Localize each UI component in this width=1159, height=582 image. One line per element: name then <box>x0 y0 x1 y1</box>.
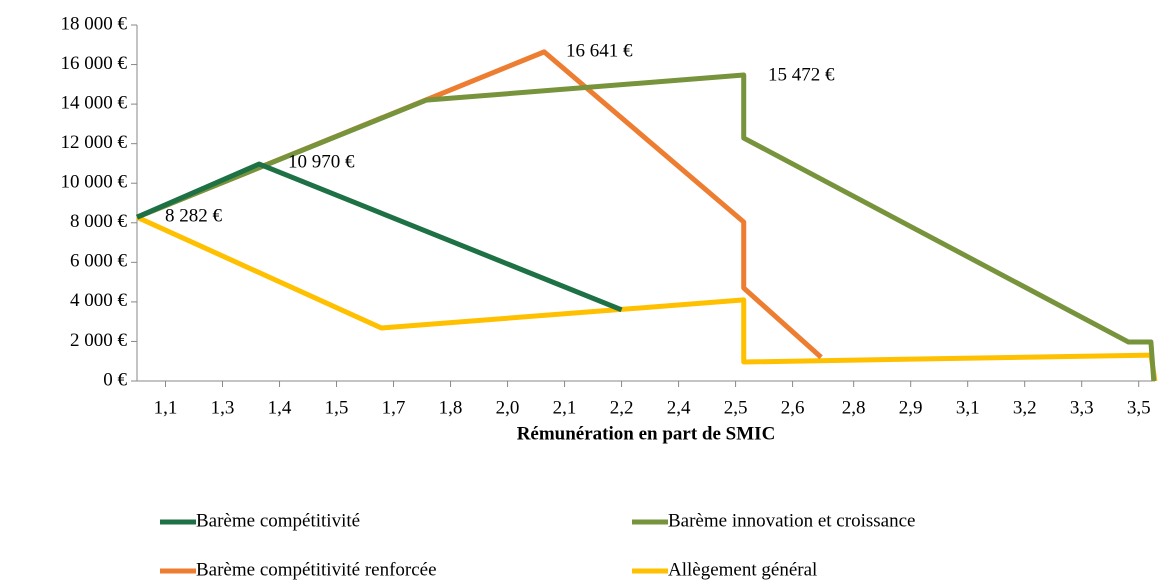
line-series <box>135 214 1158 382</box>
x-tick-label: 1,8 <box>439 397 463 418</box>
x-tick-label: 3,1 <box>956 397 980 418</box>
x-tick-label: 2,0 <box>496 397 520 418</box>
line-series <box>136 161 623 313</box>
legend-label: Barème compétitivité renforcée <box>196 559 437 580</box>
x-tick-label: 2,9 <box>899 397 923 418</box>
x-tick-label: 3,3 <box>1070 397 1094 418</box>
line-series <box>136 72 1157 382</box>
x-tick-label: 1,3 <box>211 397 235 418</box>
x-tick-label: 1,4 <box>268 397 292 418</box>
annotation: 16 641 € <box>566 40 633 61</box>
y-tick-label: 8 000 € <box>70 211 128 232</box>
y-tick-label: 0 € <box>103 369 127 390</box>
y-tick-label: 14 000 € <box>61 92 128 113</box>
x-tick-label: 2,4 <box>667 397 691 418</box>
x-tick-label: 1,5 <box>325 397 349 418</box>
y-tick-label: 2 000 € <box>70 330 128 351</box>
legend-label: Barème innovation et croissance <box>668 510 915 531</box>
x-axis-title: Rémunération en part de SMIC <box>517 423 776 444</box>
y-tick-label: 16 000 € <box>61 53 128 74</box>
y-tick-label: 4 000 € <box>70 290 128 311</box>
x-tick-label: 2,8 <box>842 397 866 418</box>
legend-label: Barème compétitivité <box>196 510 360 531</box>
annotation: 15 472 € <box>768 64 835 85</box>
y-tick-label: 12 000 € <box>61 132 128 153</box>
y-tick-label: 18 000 € <box>61 13 128 34</box>
x-tick-label: 2,2 <box>610 397 634 418</box>
x-tick-label: 2,6 <box>781 397 805 418</box>
x-tick-label: 1,1 <box>154 397 178 418</box>
x-tick-label: 2,5 <box>724 397 748 418</box>
x-tick-label: 1,7 <box>382 397 406 418</box>
annotation: 8 282 € <box>165 205 223 226</box>
x-tick-label: 3,2 <box>1013 397 1037 418</box>
y-tick-label: 6 000 € <box>70 251 128 272</box>
annotation: 10 970 € <box>288 151 355 172</box>
y-tick-label: 10 000 € <box>61 172 128 193</box>
x-tick-label: 2,1 <box>553 397 577 418</box>
legend-label: Allègement général <box>668 559 817 580</box>
x-tick-label: 3,5 <box>1127 397 1151 418</box>
